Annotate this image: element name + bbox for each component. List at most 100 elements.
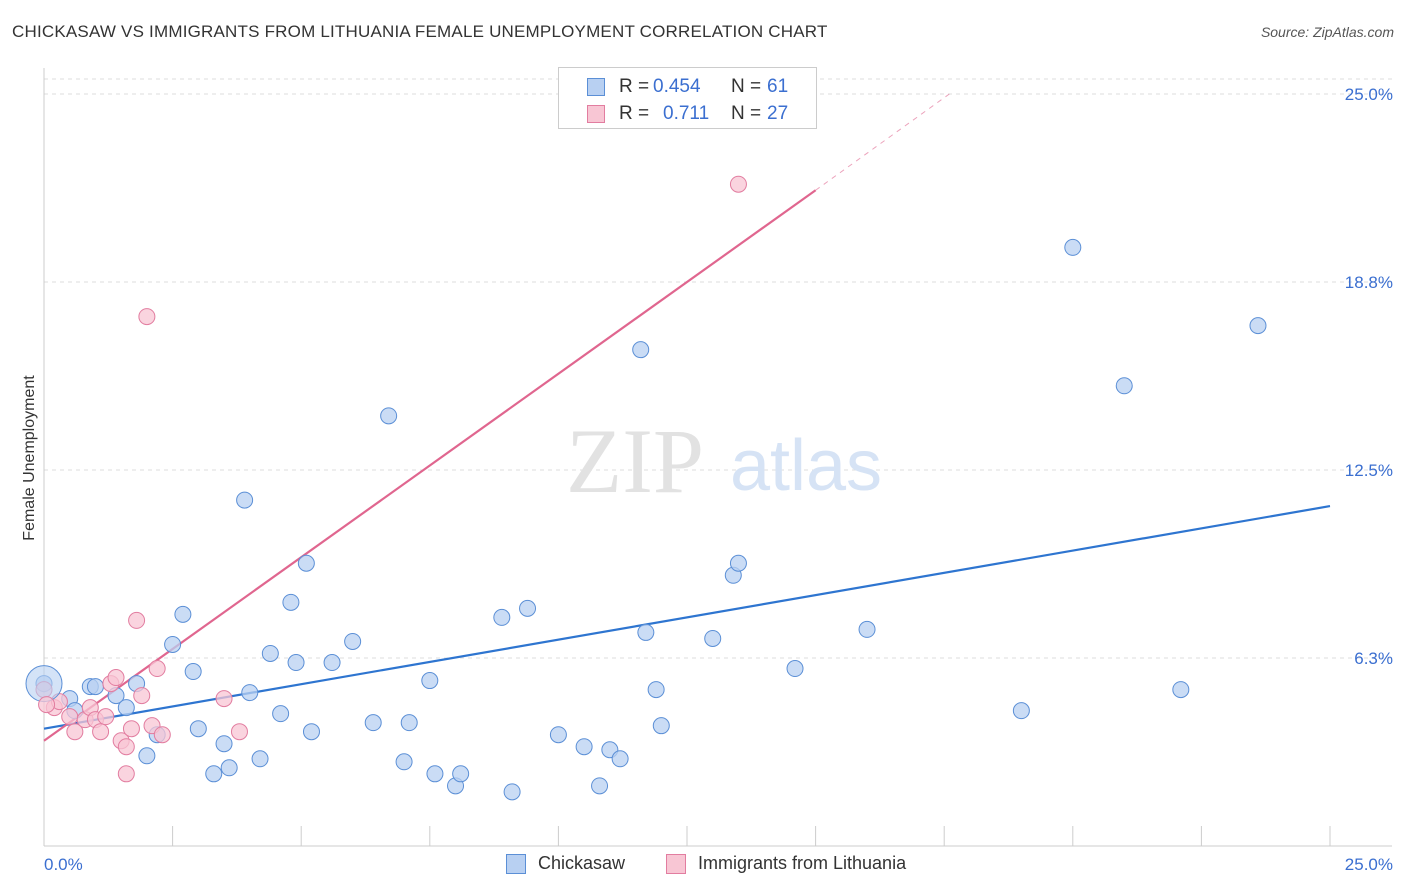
trendline-lithuania-extension <box>815 93 950 191</box>
point-chickasaw <box>364 714 382 732</box>
point-lithuania <box>107 669 125 687</box>
point-chickasaw <box>344 632 362 650</box>
point-lithuania <box>117 765 135 783</box>
legend-row-lithuania: R = 0.711 N = 27 <box>559 99 816 129</box>
point-chickasaw <box>1115 377 1133 395</box>
bottom-legend-label: Chickasaw <box>538 853 626 873</box>
point-chickasaw <box>1064 238 1082 256</box>
point-chickasaw <box>220 759 238 777</box>
point-chickasaw <box>591 777 609 795</box>
point-chickasaw <box>205 765 223 783</box>
point-chickasaw <box>380 407 398 425</box>
point-lithuania <box>128 611 146 629</box>
bottom-legend-swatch-chickasaw <box>506 854 526 874</box>
legend-swatch-chickasaw <box>587 78 605 96</box>
point-chickasaw <box>1249 317 1267 335</box>
chart-title: CHICKASAW VS IMMIGRANTS FROM LITHUANIA F… <box>12 22 828 41</box>
point-chickasaw <box>189 720 207 738</box>
point-chickasaw <box>632 341 650 359</box>
point-chickasaw <box>858 620 876 638</box>
y-tick-label: 25.0% <box>1345 85 1393 104</box>
point-chickasaw <box>117 699 135 717</box>
point-chickasaw <box>1172 681 1190 699</box>
watermark-zip: ZIP <box>566 410 704 512</box>
point-lithuania <box>230 723 248 741</box>
legend-n-label: N = <box>731 103 762 124</box>
point-chickasaw <box>241 684 259 702</box>
point-chickasaw <box>261 644 279 662</box>
legend-r-value: 0.454 <box>653 76 701 97</box>
point-chickasaw <box>611 750 629 768</box>
point-lithuania <box>122 720 140 738</box>
point-chickasaw <box>421 672 439 690</box>
point-lithuania <box>153 726 171 744</box>
point-lithuania <box>66 723 84 741</box>
point-chickasaw <box>637 623 655 641</box>
legend-r-label: R = <box>619 76 650 97</box>
y-axis-label: Female Unemployment <box>21 375 38 541</box>
point-chickasaw <box>400 714 418 732</box>
correlation-legend: R = 0.454 N = 61 R = 0.711 N = 27 <box>558 67 817 129</box>
trendline-chickasaw <box>43 505 1331 730</box>
point-chickasaw-large <box>25 665 63 703</box>
point-chickasaw <box>519 599 537 617</box>
legend-r-value: 0.711 <box>663 103 710 124</box>
point-chickasaw <box>549 726 567 744</box>
point-chickasaw <box>272 705 290 723</box>
point-chickasaw <box>323 654 341 672</box>
point-lithuania <box>117 738 135 756</box>
point-lithuania <box>148 660 166 678</box>
point-chickasaw <box>493 608 511 626</box>
legend-row-chickasaw: R = 0.454 N = 61 <box>559 72 816 102</box>
point-chickasaw <box>426 765 444 783</box>
point-lithuania <box>38 696 56 714</box>
point-chickasaw <box>184 663 202 681</box>
point-chickasaw <box>282 593 300 611</box>
point-lithuania <box>215 690 233 708</box>
legend-swatch-lithuania <box>587 105 605 123</box>
point-chickasaw <box>164 635 182 653</box>
point-chickasaw <box>251 750 269 768</box>
axes <box>43 68 1392 847</box>
point-chickasaw <box>452 765 470 783</box>
legend-n-label: N = <box>731 76 762 97</box>
data-points <box>25 175 1267 801</box>
source-credit: Source: ZipAtlas.com <box>1260 24 1394 40</box>
point-chickasaw <box>138 747 156 765</box>
point-chickasaw <box>575 738 593 756</box>
point-chickasaw <box>174 605 192 623</box>
point-lithuania <box>138 308 156 326</box>
point-chickasaw <box>729 554 747 572</box>
point-chickasaw <box>503 783 521 801</box>
legend-n-value: 27 <box>767 103 789 124</box>
point-chickasaw <box>786 660 804 678</box>
point-chickasaw <box>704 629 722 647</box>
watermark-atlas: atlas <box>730 426 882 506</box>
bottom-legend-label: Immigrants from Lithuania <box>698 853 907 873</box>
y-tick-label: 12.5% <box>1345 461 1393 480</box>
point-lithuania <box>92 723 110 741</box>
point-lithuania <box>729 175 747 193</box>
point-chickasaw <box>1012 702 1030 720</box>
point-chickasaw <box>236 491 254 509</box>
point-chickasaw <box>287 654 305 672</box>
point-chickasaw <box>86 678 104 696</box>
point-chickasaw <box>215 735 233 753</box>
bottom-legend-swatch-lithuania <box>666 854 686 874</box>
point-chickasaw <box>297 554 315 572</box>
point-chickasaw <box>652 717 670 735</box>
point-chickasaw <box>395 753 413 771</box>
point-chickasaw <box>302 723 320 741</box>
y-tick-label: 6.3% <box>1354 649 1393 668</box>
y-tick-label: 18.8% <box>1345 273 1393 292</box>
point-lithuania <box>133 687 151 705</box>
point-chickasaw <box>647 681 665 699</box>
point-lithuania <box>61 708 79 726</box>
x-tick-label: 25.0% <box>1345 855 1393 874</box>
legend-n-value: 61 <box>767 76 789 97</box>
grid-lines <box>44 78 1392 659</box>
tick-labels: 6.3% 12.5% 18.8% 25.0% 0.0% 25.0% <box>44 85 1393 874</box>
x-tick-label: 0.0% <box>44 855 83 874</box>
point-lithuania <box>97 708 115 726</box>
